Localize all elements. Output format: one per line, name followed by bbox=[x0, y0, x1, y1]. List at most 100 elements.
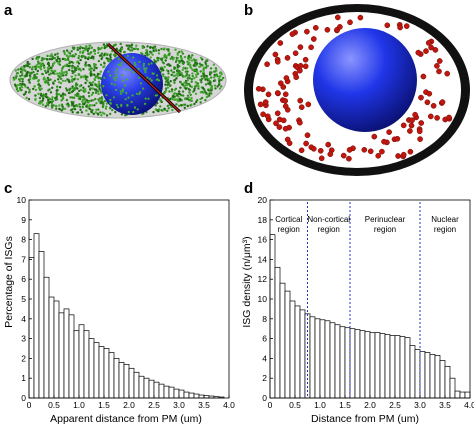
isg-dot bbox=[172, 71, 176, 74]
isg-dot bbox=[33, 74, 37, 78]
isg-dot bbox=[175, 103, 178, 106]
isg-dot bbox=[162, 62, 165, 65]
x-tick-label: 2.0 bbox=[123, 400, 135, 410]
isg-dot bbox=[29, 75, 32, 79]
isg-dot bbox=[87, 85, 91, 88]
isg-dot bbox=[177, 71, 180, 75]
isg-dot bbox=[303, 140, 309, 147]
region-label: Non-cortical bbox=[307, 215, 350, 224]
isg-dot bbox=[49, 54, 52, 58]
isg-dot bbox=[78, 89, 81, 93]
isg-dot bbox=[147, 63, 150, 66]
isg-dot bbox=[176, 56, 179, 60]
isg-dot bbox=[164, 76, 167, 79]
isg-dot bbox=[119, 64, 122, 67]
isg-dot bbox=[192, 64, 196, 67]
histogram-bar bbox=[369, 332, 376, 399]
isg-dot bbox=[153, 45, 156, 48]
y-tick-label: 8 bbox=[21, 235, 26, 245]
isg-dot bbox=[218, 80, 221, 83]
isg-dot bbox=[286, 140, 293, 147]
isg-dot bbox=[110, 82, 113, 85]
isg-dot bbox=[304, 28, 310, 35]
isg-dot bbox=[219, 71, 223, 75]
isg-dot bbox=[386, 129, 392, 135]
isg-dot bbox=[120, 113, 124, 116]
isg-dot bbox=[175, 77, 178, 80]
isg-dot bbox=[427, 113, 434, 120]
isg-dot bbox=[135, 92, 139, 95]
x-axis-label: Apparent distance from PM (um) bbox=[50, 413, 202, 424]
isg-dot bbox=[103, 76, 106, 79]
isg-dot bbox=[215, 69, 218, 72]
isg-dot bbox=[120, 103, 123, 106]
isg-dot bbox=[41, 58, 45, 61]
isg-dot bbox=[76, 78, 80, 81]
isg-dot bbox=[55, 92, 58, 95]
isg-dot bbox=[49, 78, 52, 81]
isg-dot bbox=[308, 44, 314, 51]
histogram-bar bbox=[404, 337, 411, 399]
isg-dot bbox=[162, 74, 165, 78]
isg-dot bbox=[119, 49, 122, 52]
isg-dot bbox=[423, 48, 429, 54]
histogram-bar bbox=[444, 365, 451, 399]
isg-dot bbox=[174, 48, 177, 51]
isg-dot bbox=[112, 96, 115, 99]
isg-dot bbox=[183, 55, 187, 59]
isg-dot bbox=[127, 47, 130, 50]
isg-dot bbox=[210, 89, 213, 92]
isg-dot bbox=[87, 91, 90, 95]
isg-dot bbox=[59, 82, 63, 85]
isg-dot bbox=[68, 68, 71, 72]
isg-dot bbox=[93, 104, 96, 107]
isg-dot bbox=[127, 44, 131, 47]
isg-dot bbox=[83, 103, 86, 106]
isg-dot bbox=[123, 50, 126, 54]
isg-dot bbox=[150, 79, 153, 82]
isg-dot bbox=[174, 98, 177, 101]
isg-dot bbox=[63, 107, 67, 111]
isg-dot bbox=[149, 56, 152, 59]
isg-dot bbox=[28, 88, 31, 91]
isg-dot bbox=[190, 59, 194, 62]
isg-dot bbox=[297, 97, 304, 104]
isg-dot bbox=[184, 87, 188, 91]
isg-dot bbox=[126, 103, 129, 107]
isg-dot bbox=[56, 60, 59, 63]
isg-dot bbox=[436, 58, 443, 64]
isg-dot bbox=[186, 79, 189, 82]
isg-dot bbox=[63, 57, 67, 61]
isg-dot bbox=[90, 93, 94, 97]
isg-dot bbox=[18, 83, 21, 87]
isg-dot bbox=[90, 51, 93, 54]
isg-dot bbox=[159, 105, 162, 108]
histogram-bar bbox=[399, 336, 406, 399]
isg-dot bbox=[213, 76, 216, 79]
isg-dot bbox=[35, 72, 39, 76]
isg-dot bbox=[163, 107, 166, 111]
isg-dot bbox=[51, 64, 54, 67]
isg-dot bbox=[25, 72, 29, 76]
isg-dot bbox=[20, 66, 23, 69]
isg-dot bbox=[262, 99, 269, 105]
isg-dot bbox=[400, 151, 407, 158]
histogram-bar bbox=[284, 290, 291, 399]
isg-dot bbox=[195, 83, 199, 87]
isg-dot bbox=[424, 99, 431, 106]
histogram-bar bbox=[299, 309, 306, 399]
isg-dot bbox=[420, 73, 427, 80]
isg-dot bbox=[407, 128, 413, 134]
isg-dot bbox=[205, 74, 208, 78]
isg-dot bbox=[179, 60, 182, 63]
isg-dot bbox=[384, 22, 391, 29]
isg-dot bbox=[199, 70, 202, 73]
isg-dot bbox=[195, 59, 198, 62]
isg-dot bbox=[97, 46, 100, 50]
isg-dot bbox=[189, 65, 192, 68]
isg-dot bbox=[121, 90, 124, 93]
isg-dot bbox=[64, 73, 68, 77]
isg-dot bbox=[141, 45, 144, 48]
y-tick-label: 0 bbox=[262, 393, 267, 403]
isg-dot bbox=[43, 66, 46, 69]
